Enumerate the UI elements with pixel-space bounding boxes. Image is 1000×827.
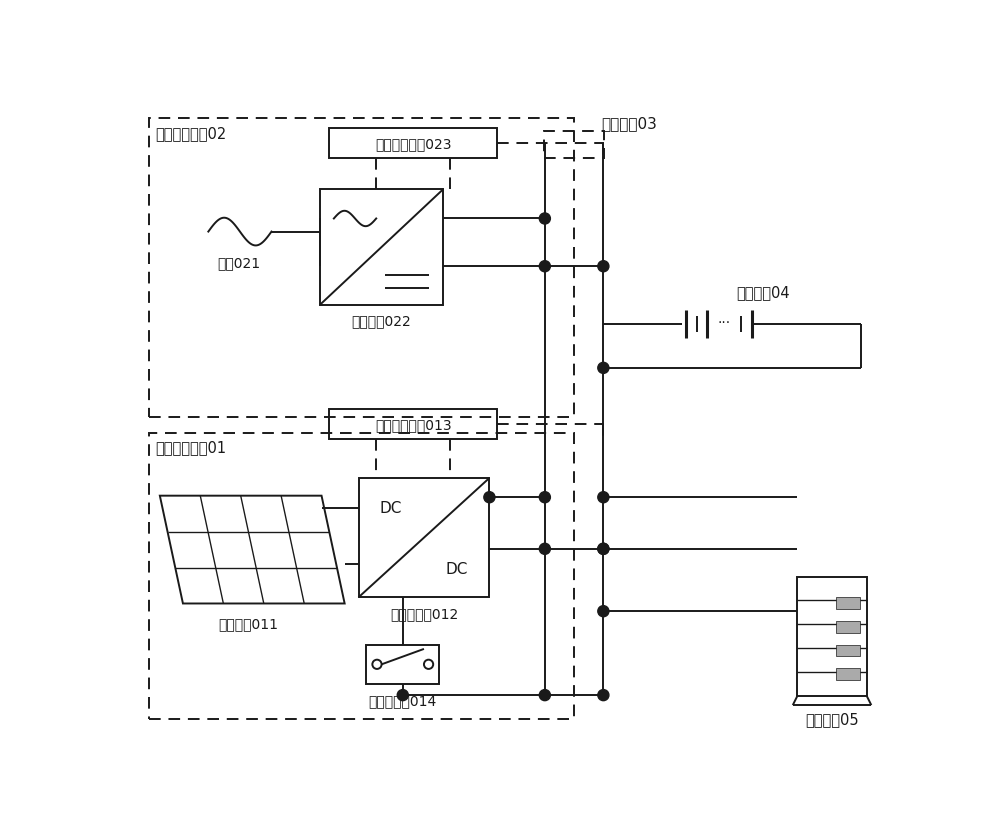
- Circle shape: [598, 261, 609, 272]
- Circle shape: [539, 213, 550, 225]
- Text: 光伏控制器012: 光伏控制器012: [390, 606, 458, 620]
- Circle shape: [598, 606, 609, 617]
- Text: 通信负载05: 通信负载05: [805, 711, 859, 727]
- Bar: [836, 621, 860, 633]
- Text: DC: DC: [380, 500, 402, 515]
- Circle shape: [397, 690, 408, 700]
- Circle shape: [598, 543, 609, 555]
- Circle shape: [598, 543, 609, 555]
- Bar: [836, 668, 860, 681]
- Text: 开关电源装置02: 开关电源装置02: [155, 126, 226, 141]
- Text: ···: ···: [718, 316, 731, 330]
- Circle shape: [484, 492, 495, 503]
- Text: 整流设备022: 整流设备022: [352, 313, 411, 327]
- Circle shape: [598, 690, 609, 700]
- Circle shape: [539, 543, 550, 555]
- Text: 第一监控模块013: 第一监控模块013: [375, 418, 451, 432]
- Text: 太阳能板011: 太阳能板011: [218, 616, 278, 630]
- Bar: [836, 645, 860, 657]
- Text: 蓄电池组04: 蓄电池组04: [736, 284, 789, 299]
- Circle shape: [539, 690, 550, 700]
- Text: 可关断开关014: 可关断开关014: [369, 694, 437, 708]
- Text: DC: DC: [446, 561, 468, 576]
- Text: 市电021: 市电021: [218, 256, 261, 270]
- Text: 第二监控模块023: 第二监控模块023: [375, 136, 451, 151]
- Circle shape: [539, 261, 550, 272]
- Bar: [836, 597, 860, 609]
- Text: 光伏供电装置01: 光伏供电装置01: [155, 439, 226, 454]
- Text: 直流母线03: 直流母线03: [601, 116, 657, 131]
- Circle shape: [598, 492, 609, 503]
- Circle shape: [539, 492, 550, 503]
- Circle shape: [598, 363, 609, 374]
